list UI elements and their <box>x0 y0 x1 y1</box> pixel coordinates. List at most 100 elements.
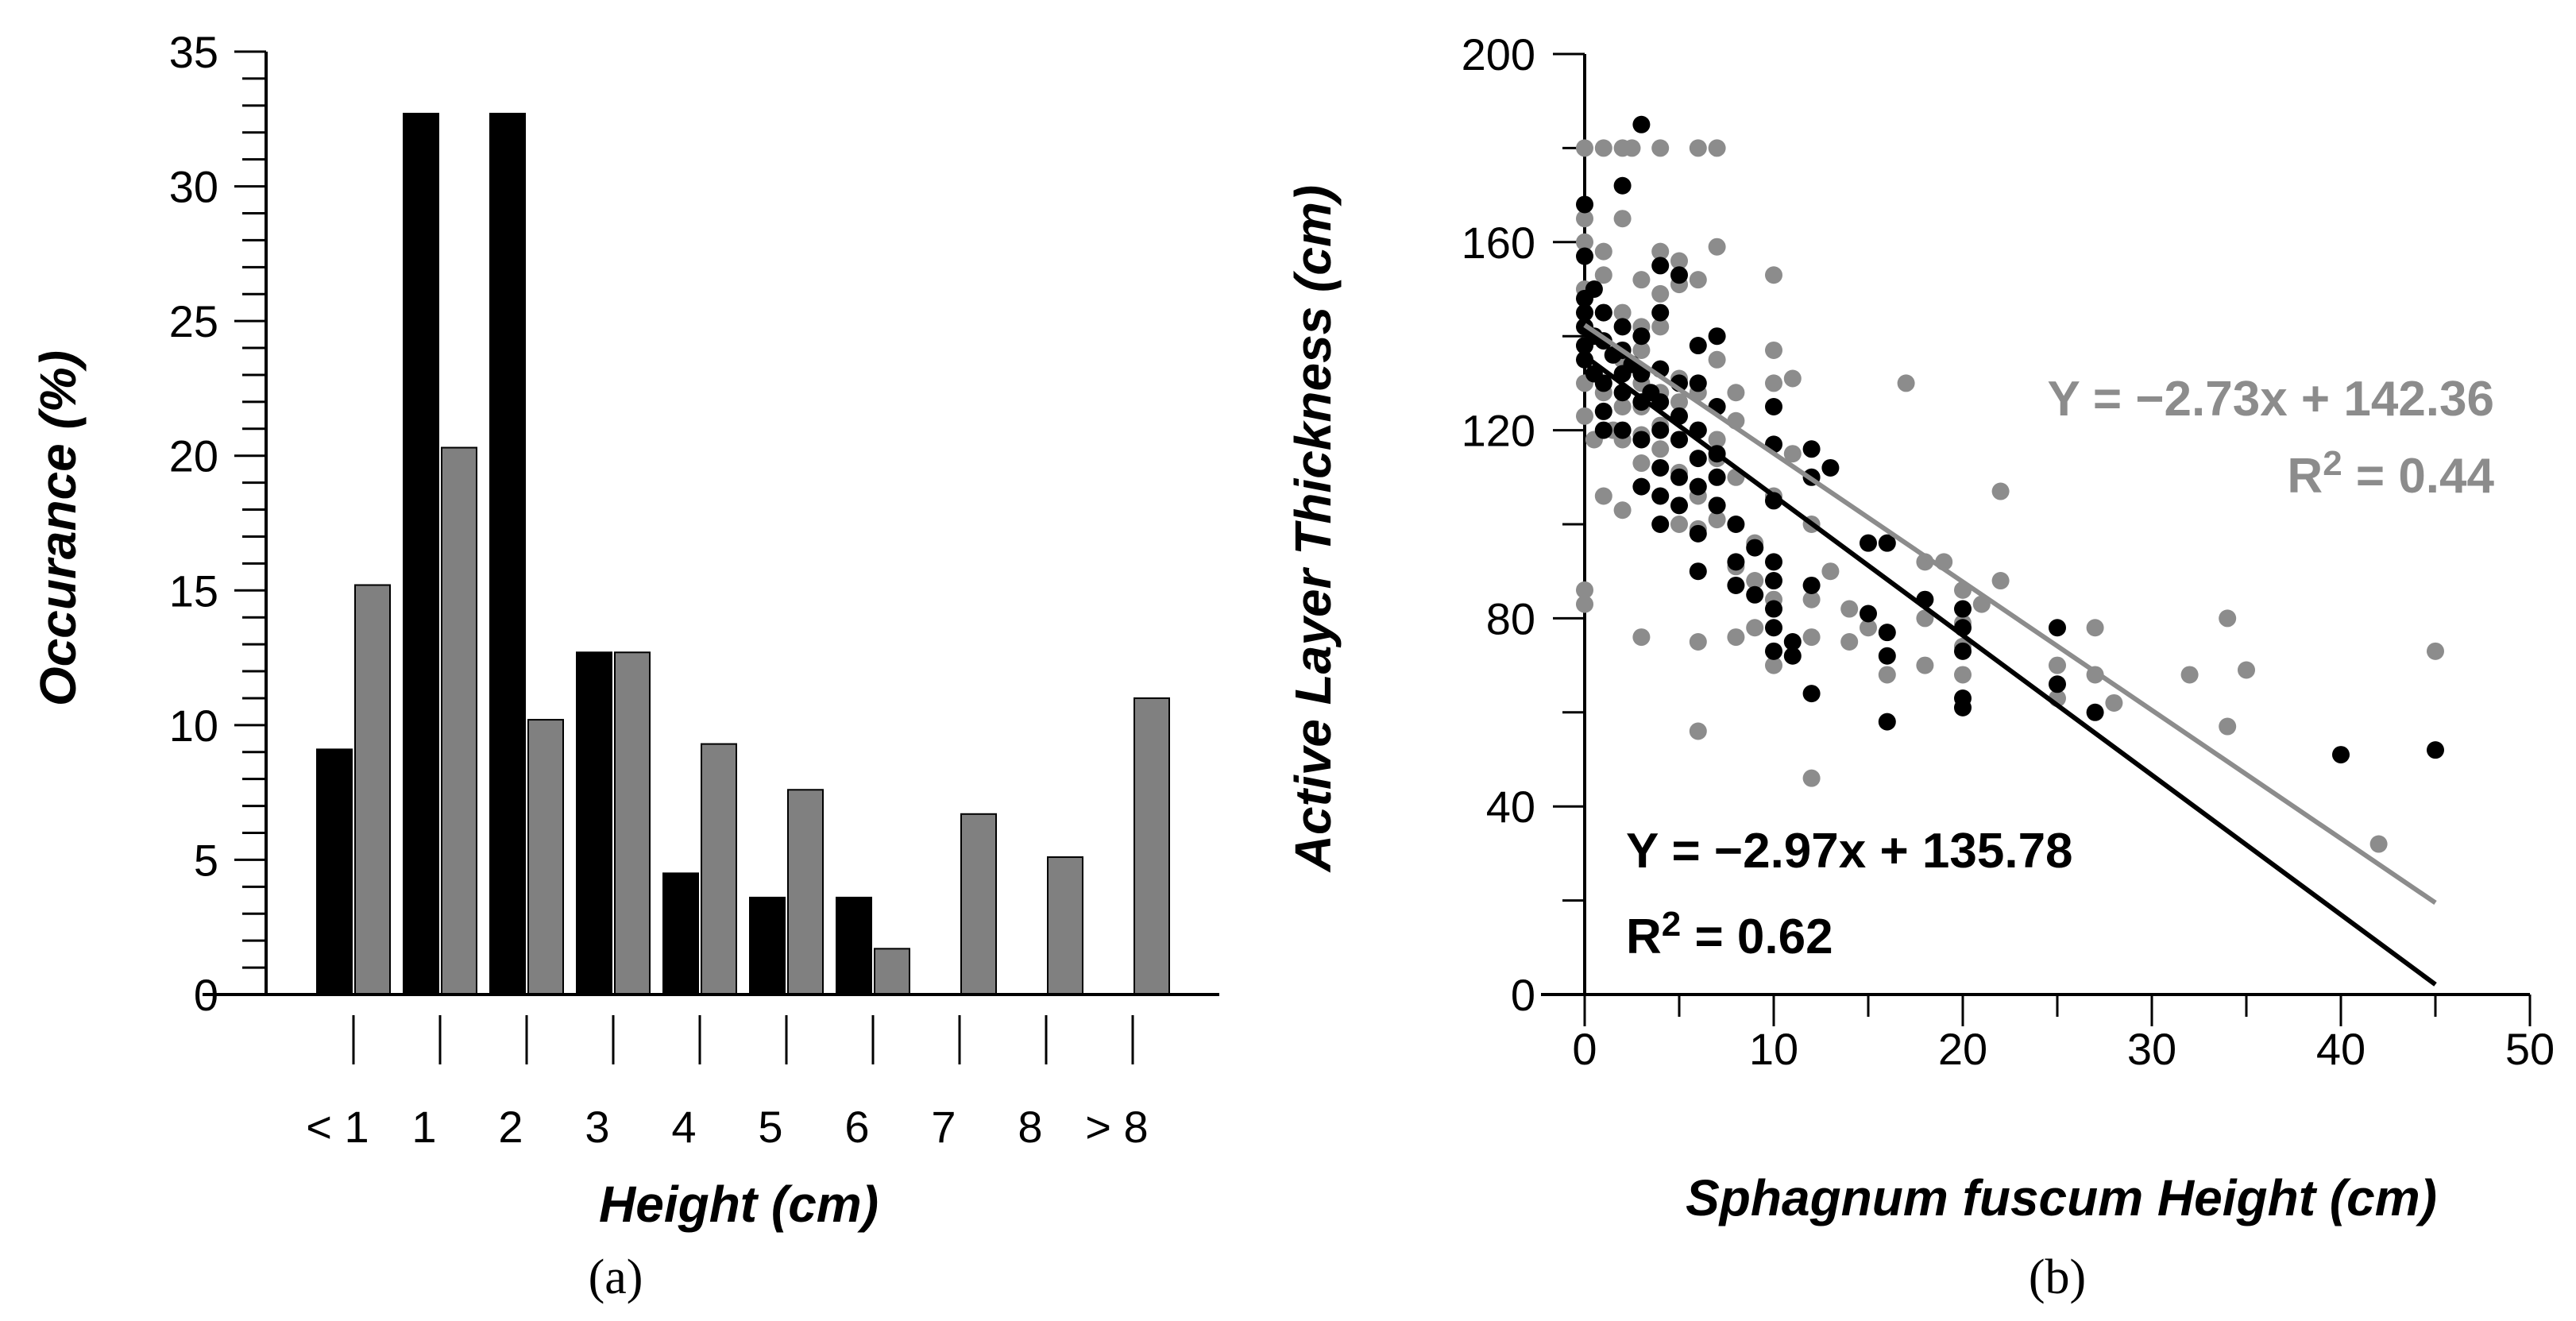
bar-series-black-4 <box>662 872 699 996</box>
point-gray-21 <box>1613 398 1632 415</box>
point-black-73 <box>1802 576 1821 594</box>
point-gray-35 <box>1651 284 1670 303</box>
point-gray-44 <box>1670 393 1688 411</box>
point-black-80 <box>1878 647 1896 665</box>
point-black-69 <box>1783 633 1802 651</box>
point-black-48 <box>1689 477 1707 496</box>
equation-gray: Y = −2.73x + 142.36 <box>2047 372 2494 427</box>
point-gray-87 <box>1897 374 1915 392</box>
point-gray-72 <box>1765 374 1782 392</box>
y-tick-label-5: 5 <box>194 835 218 885</box>
point-black-83 <box>1954 600 1972 618</box>
point-gray-58 <box>1708 350 1726 369</box>
x-tick-label-30: 30 <box>2127 1024 2176 1074</box>
fit-lines-group <box>1583 323 2437 987</box>
point-gray-56 <box>1708 139 1726 157</box>
point-black-38 <box>1670 266 1688 284</box>
point-gray-24 <box>1623 139 1641 157</box>
point-black-56 <box>1727 516 1745 533</box>
point-gray-18 <box>1613 210 1632 228</box>
y-axis-title: Active Layer Thickness (cm) <box>1284 185 1342 873</box>
y-tick-label-0: 0 <box>194 970 218 1020</box>
point-black-50 <box>1689 562 1707 581</box>
point-black-51 <box>1708 327 1726 346</box>
bar-series-gray-0 <box>354 584 391 995</box>
point-black-57 <box>1727 553 1745 571</box>
point-black-30 <box>1651 257 1670 275</box>
point-black-42 <box>1670 468 1688 486</box>
point-black-17 <box>1613 318 1632 336</box>
point-gray-57 <box>1708 238 1726 256</box>
panel-label-b: (b) <box>2029 1250 2086 1304</box>
point-black-76 <box>1860 534 1877 552</box>
point-gray-41 <box>1670 252 1688 270</box>
point-black-16 <box>1613 176 1632 195</box>
point-black-70 <box>1783 647 1802 665</box>
point-gray-31 <box>1632 454 1651 473</box>
x-tick-label-3: 3 <box>585 1102 609 1152</box>
point-gray-12 <box>1594 266 1612 284</box>
point-black-81 <box>1878 713 1896 731</box>
point-black-55 <box>1708 496 1726 515</box>
y-tick-label-35: 35 <box>169 27 218 77</box>
point-black-45 <box>1689 374 1707 392</box>
point-gray-76 <box>1783 369 1802 388</box>
point-black-13 <box>1594 402 1612 420</box>
panel-b-scatter-chart: 0 40 80 120 160 200 0 10 20 30 40 50 Y = −2.73x + … <box>1284 29 2555 1304</box>
point-black-24 <box>1632 327 1651 346</box>
point-gray-36 <box>1651 318 1670 336</box>
point-black-34 <box>1651 421 1670 439</box>
y-tick-labels: 0 40 80 120 160 200 <box>1462 29 1535 1020</box>
y-tick-label-200: 200 <box>1462 29 1535 79</box>
point-gray-55 <box>1689 722 1707 740</box>
point-black-71 <box>1802 440 1821 458</box>
point-black-1 <box>1576 247 1593 265</box>
point-gray-83 <box>1840 600 1859 618</box>
y-tick-labels: 0 5 10 15 20 25 30 35 <box>169 27 218 1020</box>
point-gray-7 <box>1576 581 1593 599</box>
point-black-60 <box>1746 539 1764 557</box>
x-tick-label-50: 50 <box>2505 1024 2555 1074</box>
equation-black: Y = −2.97x + 135.78 <box>1626 824 2073 879</box>
point-gray-109 <box>2427 642 2444 660</box>
x-axis-title: Height (cm) <box>599 1176 879 1233</box>
point-gray-85 <box>1860 619 1877 637</box>
bar-series-gray-3 <box>614 651 651 995</box>
x-tick-label-10: 10 <box>1749 1024 1798 1074</box>
point-black-14 <box>1594 421 1612 439</box>
point-black-0 <box>1576 195 1593 214</box>
point-black-7 <box>1585 280 1603 298</box>
point-gray-25 <box>1632 271 1651 289</box>
x-tick-labels: < 1 1 2 3 4 5 6 7 8 > 8 <box>306 1102 1148 1152</box>
r2-gray: R2 = 0.44 <box>2287 444 2494 504</box>
point-gray-34 <box>1651 242 1670 261</box>
fit-line-gray <box>1583 323 2437 905</box>
point-gray-99 <box>2049 656 2066 674</box>
y-tick-label-40: 40 <box>1486 782 1535 832</box>
point-black-12 <box>1594 374 1612 392</box>
point-gray-33 <box>1651 139 1670 157</box>
axes-group <box>1541 52 2532 1026</box>
point-gray-40 <box>1651 440 1670 458</box>
point-gray-101 <box>2086 619 2104 637</box>
x-tick-label-20: 20 <box>1938 1024 1987 1074</box>
point-black-44 <box>1689 337 1707 355</box>
x-tick-label-9: > 8 <box>1085 1102 1148 1152</box>
r2-gray-value: = 0.44 <box>2342 449 2495 504</box>
axes-group <box>203 50 1219 1064</box>
point-gray-95 <box>1954 666 1972 684</box>
bar-series-black-6 <box>836 896 872 995</box>
x-tick-label-6: 6 <box>844 1102 869 1152</box>
point-black-78 <box>1878 534 1896 552</box>
point-gray-77 <box>1783 445 1802 463</box>
x-tick-label-40: 40 <box>2316 1024 2366 1074</box>
r2-black: R2 = 0.62 <box>1626 905 1833 964</box>
point-gray-62 <box>1727 384 1745 402</box>
y-tick-label-15: 15 <box>169 566 218 616</box>
point-black-65 <box>1765 572 1782 590</box>
point-black-10 <box>1594 303 1612 322</box>
point-black-79 <box>1878 624 1896 642</box>
x-tick-label-0: 0 <box>1572 1024 1597 1074</box>
y-tick-label-120: 120 <box>1462 406 1535 456</box>
point-gray-75 <box>1765 656 1782 674</box>
